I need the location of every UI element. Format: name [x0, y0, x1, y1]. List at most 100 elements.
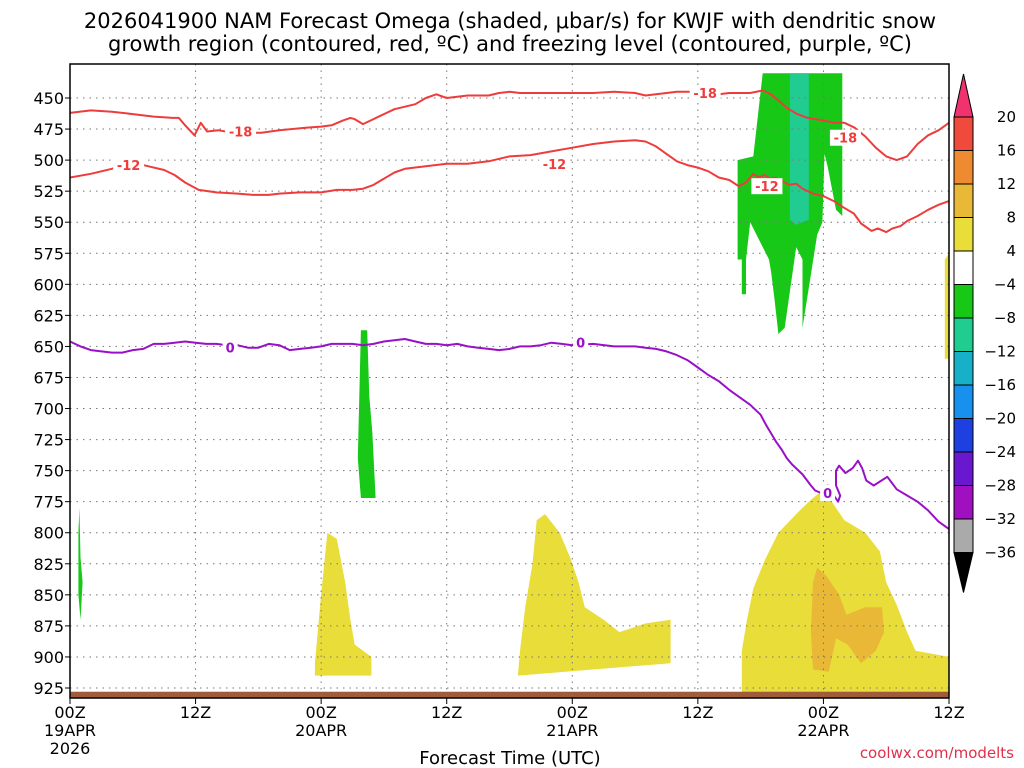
x-tick-label-48: 00Z [557, 703, 588, 722]
y-tick-label-650: 650 [33, 337, 64, 356]
colorbar-swatch-13 [953, 518, 974, 553]
colorbar-label-2: 12 [997, 175, 1016, 193]
contour-label-4: -12 [543, 158, 567, 173]
colorbar-swatch-9 [953, 384, 974, 419]
y-tick-label-575: 575 [33, 244, 64, 263]
credit-text: coolwx.com/modelts [860, 744, 1014, 762]
colorbar-label-9: −20 [984, 410, 1016, 428]
colorbar-label-6: −8 [994, 309, 1016, 327]
contour-label-8: 0 [823, 487, 832, 502]
colorbar-swatch-4 [953, 217, 974, 252]
y-tick-label-775: 775 [33, 493, 64, 512]
colorbar-label-13: −36 [984, 544, 1016, 562]
y-tick-label-750: 750 [33, 462, 64, 481]
omega-region-0 [78, 507, 83, 620]
omega-region-1 [357, 330, 376, 498]
y-tick-label-500: 500 [33, 151, 64, 170]
omega-shading-layer [78, 73, 949, 695]
contour-label-2: -18 [834, 132, 858, 147]
y-tick-label-475: 475 [33, 120, 64, 139]
contour-label-bg-0 [225, 123, 257, 140]
omega-region-5 [517, 514, 671, 676]
colorbar-swatch-5 [953, 250, 974, 285]
contour-label-bg-6 [222, 339, 238, 356]
chart-title-line2: growth region (contoured, red, ºC) and f… [108, 32, 912, 56]
contour-label-bg-2 [829, 129, 861, 146]
contour-label-1: -18 [693, 87, 717, 102]
x-tick-date-72: 22APR [797, 721, 849, 740]
colorbar-swatch-6 [953, 284, 974, 319]
x-tick-label-0: 00Z [54, 703, 85, 722]
colorbar-label-12: −32 [984, 510, 1016, 528]
contour-label-7: 0 [576, 337, 585, 352]
y-tick-label-900: 900 [33, 648, 64, 667]
y-tick-label-675: 675 [33, 368, 64, 387]
omega-region-8 [944, 253, 949, 359]
y-tick-label-825: 825 [33, 555, 64, 574]
contour-label-bg-8 [820, 484, 836, 501]
y-tick-label-700: 700 [33, 400, 64, 419]
x-tick-label-60: 12Z [682, 703, 713, 722]
colorbar-label-5: −4 [994, 276, 1016, 294]
colorbar-label-1: 16 [997, 142, 1016, 160]
colorbar-label-3: 8 [1006, 209, 1016, 227]
colorbar-swatch-1 [953, 116, 974, 151]
colorbar-swatch-11 [953, 451, 974, 486]
contour-label-5: -12 [755, 180, 779, 195]
contour-line--12 [70, 139, 949, 234]
x-tick-date-0: 19APR [44, 721, 96, 740]
terrain-layer [70, 691, 949, 698]
y-axis-pressure: 450 475 500 525 550 575 600 625 650 675 700 725 750 7… [33, 89, 70, 698]
chart-title-line1: 2026041900 NAM Forecast Omega (shaded, μ… [84, 9, 936, 33]
plot-frame [69, 63, 950, 699]
x-tick-label-36: 12Z [431, 703, 462, 722]
y-tick-label-850: 850 [33, 586, 64, 605]
y-tick-label-525: 525 [33, 182, 64, 201]
colorbar-label-11: −28 [984, 477, 1016, 495]
contour-labels: -18 -18 -18 -12 -12 -12 0 0 0 [113, 85, 861, 502]
colorbar-swatch-12 [953, 485, 974, 520]
contour-label-0: -18 [229, 126, 253, 141]
colorbar-label-0: 20 [997, 108, 1016, 126]
x-tick-label-12: 12Z [180, 703, 211, 722]
x-tick-label-84: 12Z [933, 703, 964, 722]
contour-label-3: -12 [117, 159, 141, 174]
y-tick-label-450: 450 [33, 89, 64, 108]
contour-label-6: 0 [226, 342, 235, 357]
colorbar-swatch-8 [953, 351, 974, 386]
colorbar-bottom-arrow [953, 552, 974, 593]
terrain-band [70, 691, 949, 698]
y-tick-label-725: 725 [33, 431, 64, 450]
omega-colorbar: 20 16 12 8 4 −4 −8 −12 −16 −20 −24 −28 −32 −36 [953, 73, 1016, 593]
y-tick-label-875: 875 [33, 617, 64, 636]
y-tick-label-600: 600 [33, 275, 64, 294]
contour-label-bg-3 [113, 157, 145, 174]
x-tick-date-48: 21APR [546, 721, 598, 740]
omega-region-7 [810, 567, 885, 672]
colorbar-swatch-7 [953, 317, 974, 352]
colorbar-top-arrow [953, 73, 974, 118]
colorbar-label-4: 4 [1006, 242, 1016, 260]
y-tick-label-800: 800 [33, 524, 64, 543]
colorbar-swatch-10 [953, 418, 974, 453]
omega-region-3 [789, 73, 809, 225]
x-tick-date-24: 20APR [295, 721, 347, 740]
y-tick-label-625: 625 [33, 306, 64, 325]
y-tick-label-550: 550 [33, 213, 64, 232]
colorbar-swatch-3 [953, 183, 974, 218]
colorbar-label-10: −24 [984, 443, 1016, 461]
x-tick-label-24: 00Z [305, 703, 336, 722]
x-tick-year-0: 2026 [50, 739, 91, 758]
x-axis-label: Forecast Time (UTC) [419, 748, 600, 768]
contour-label-bg-4 [538, 155, 570, 172]
colorbar-label-7: −12 [984, 343, 1016, 361]
omega-region-6 [741, 489, 949, 695]
colorbar-swatch-2 [953, 150, 974, 185]
y-tick-label-925: 925 [33, 679, 64, 698]
omega-region-4 [314, 532, 372, 676]
colorbar-label-8: −16 [984, 376, 1016, 394]
contour-label-bg-5 [751, 178, 783, 195]
contour-label-bg-7 [573, 334, 589, 351]
